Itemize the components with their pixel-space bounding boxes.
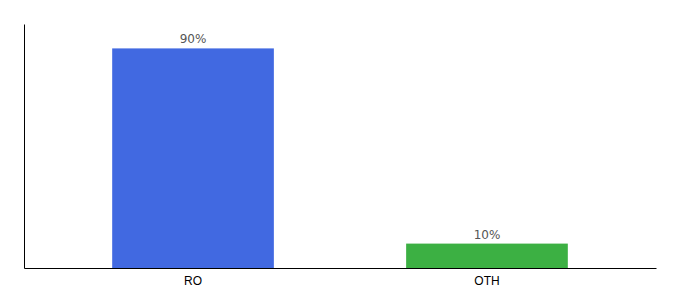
x-tick: RO — [184, 274, 202, 288]
y-axis-line — [24, 25, 25, 269]
bar — [112, 48, 274, 268]
x-tick-label: OTH — [474, 274, 499, 288]
bars — [112, 48, 568, 268]
y-axis — [24, 25, 25, 269]
plot: 90% 10% RO OTH — [25, 25, 657, 289]
data-labels: 90% 10% — [180, 32, 501, 241]
x-tick-label: RO — [184, 274, 202, 288]
data-label: 90% — [180, 32, 207, 46]
x-tick: OTH — [474, 274, 499, 288]
bar — [406, 244, 568, 268]
chart: 90% 10% RO OTH — [0, 0, 680, 300]
x-axis: RO OTH — [25, 269, 657, 289]
data-label: 10% — [474, 228, 501, 242]
x-axis-line — [25, 268, 657, 269]
